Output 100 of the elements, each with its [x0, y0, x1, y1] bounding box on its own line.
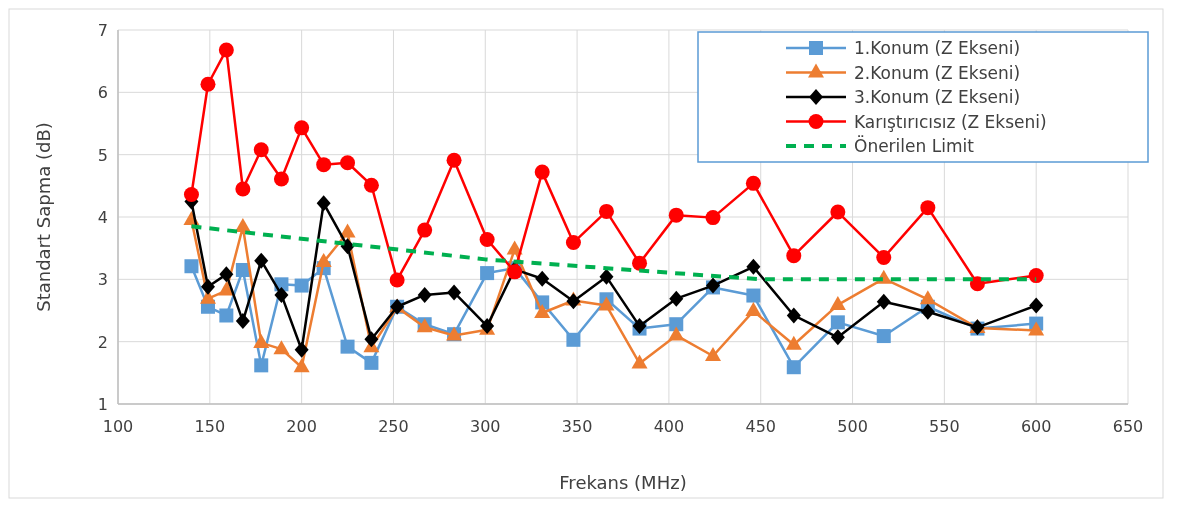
point — [632, 255, 648, 271]
point — [200, 278, 215, 295]
point — [876, 329, 891, 344]
y-tick-label: 5 — [97, 145, 108, 165]
point — [669, 290, 684, 307]
point — [969, 276, 985, 292]
x-tick-label: 100 — [102, 417, 134, 436]
legend-label: 2.Konum (Z Ekseni) — [854, 62, 1021, 83]
point — [479, 231, 495, 247]
point — [1028, 321, 1045, 336]
point — [668, 326, 685, 341]
point — [786, 360, 801, 375]
x-tick-label: 450 — [745, 417, 776, 436]
point — [235, 313, 250, 330]
point — [705, 210, 721, 226]
point — [669, 317, 684, 332]
point — [253, 142, 269, 158]
point — [704, 347, 721, 361]
point — [364, 355, 379, 370]
point — [566, 332, 581, 347]
point — [340, 238, 355, 255]
y-tick-label: 3 — [97, 270, 108, 290]
point — [446, 152, 462, 168]
point — [786, 307, 801, 324]
x-tick-label: 400 — [653, 417, 685, 436]
point — [745, 175, 761, 191]
point — [786, 248, 802, 264]
point — [785, 335, 802, 350]
point — [1029, 297, 1044, 314]
point — [219, 308, 234, 323]
point — [745, 302, 762, 317]
point — [876, 293, 891, 310]
x-tick-label: 150 — [194, 417, 226, 436]
legend-label: 1.Konum (Z Ekseni) — [854, 38, 1021, 58]
point — [253, 333, 270, 348]
x-axis-title: Frekans (MHz) — [559, 472, 687, 493]
point — [294, 120, 310, 136]
point — [339, 223, 356, 238]
legend-label: Önerilen Limit — [854, 135, 975, 156]
x-tick-label: 600 — [1020, 417, 1052, 436]
point — [830, 204, 846, 220]
y-axis-title: Standart Sapma (dB) — [33, 122, 54, 312]
point — [829, 295, 846, 310]
point — [200, 76, 216, 92]
y-tick-label: 6 — [97, 83, 108, 103]
point — [480, 266, 495, 281]
point — [273, 340, 290, 355]
point — [447, 284, 462, 301]
y-tick-label: 1 — [97, 395, 108, 414]
point — [316, 195, 331, 212]
point — [599, 268, 614, 285]
point — [535, 270, 550, 287]
point — [565, 235, 581, 251]
point — [389, 272, 405, 288]
x-tick-label: 300 — [470, 417, 501, 436]
point — [293, 358, 310, 373]
point — [218, 281, 235, 296]
point — [218, 42, 234, 58]
x-tick-label: 250 — [378, 417, 409, 436]
point — [316, 157, 332, 173]
legend-label: Karıştırıcısız (Z Ekseni) — [854, 111, 1047, 132]
point — [598, 203, 614, 219]
point — [534, 164, 550, 180]
x-tick-label: 650 — [1112, 417, 1144, 436]
point — [183, 187, 199, 203]
x-tick-label: 350 — [561, 417, 593, 436]
point — [235, 181, 251, 197]
point — [1028, 268, 1044, 284]
point — [830, 315, 845, 330]
point — [364, 331, 379, 348]
point — [566, 293, 581, 310]
legend-label: 3.Konum (Z Ekseni) — [854, 87, 1021, 107]
point — [294, 341, 309, 358]
x-tick-label: 550 — [929, 417, 960, 436]
point — [746, 288, 761, 303]
point — [315, 252, 332, 267]
point — [746, 258, 761, 275]
point — [417, 286, 432, 303]
point — [340, 339, 355, 354]
point — [598, 296, 615, 311]
point — [631, 354, 648, 369]
y-tick-label: 7 — [97, 21, 108, 40]
x-tick-label: 500 — [837, 417, 868, 436]
point — [920, 200, 936, 216]
point — [273, 171, 289, 187]
point — [254, 358, 269, 373]
point — [417, 222, 433, 238]
point — [363, 177, 379, 193]
point — [830, 329, 845, 346]
point — [340, 155, 356, 171]
point — [534, 303, 551, 318]
y-tick-label: 2 — [97, 332, 108, 352]
point — [919, 290, 936, 305]
point — [920, 303, 935, 320]
y-tick-label: 4 — [97, 208, 108, 227]
x-tick-label: 200 — [286, 417, 317, 436]
point — [876, 250, 892, 266]
point — [219, 266, 234, 283]
point — [274, 286, 289, 303]
point — [668, 207, 684, 223]
